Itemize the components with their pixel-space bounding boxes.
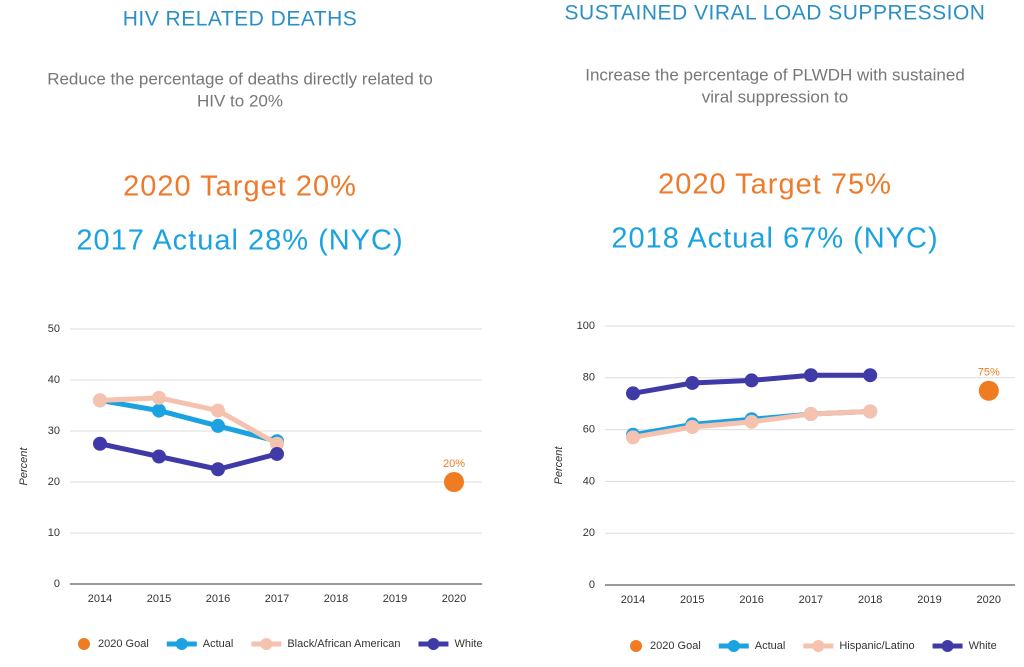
data-point (211, 462, 225, 477)
data-point (744, 373, 759, 388)
data-point (626, 430, 640, 445)
x-tick-label: 2020 (977, 594, 1001, 606)
y-tick-label: 40 (583, 475, 595, 487)
data-point (863, 404, 878, 419)
y-tick-label: 0 (589, 579, 595, 591)
x-tick-label: 2016 (739, 594, 763, 606)
y-axis-label: Percent (553, 446, 565, 485)
x-tick-label: 2020 (442, 593, 466, 605)
x-tick-label: 2018 (858, 594, 882, 606)
legend-label: Hispanic/Latino (839, 640, 914, 652)
data-point (978, 380, 999, 401)
data-point (803, 368, 818, 383)
legend-label: Black/African American (287, 638, 400, 650)
data-point (152, 449, 166, 464)
data-point (803, 407, 818, 422)
data-point (744, 414, 759, 429)
y-tick-label: 20 (48, 476, 60, 488)
x-tick-label: 2014 (621, 594, 645, 606)
subtitle: HIV to 20% (197, 91, 283, 110)
legend-label: 2020 Goal (650, 640, 701, 652)
subtitle: Reduce the percentage of deaths directly… (47, 69, 433, 88)
legend-label: Actual (203, 638, 234, 650)
x-tick-label: 2018 (324, 593, 348, 605)
chart-title: SUSTAINED VIRAL LOAD SUPPRESSION (565, 2, 986, 25)
data-point (211, 403, 225, 418)
target: 2020 Target 20% (123, 171, 357, 203)
legend-marker (630, 640, 642, 652)
y-tick-label: 0 (54, 578, 60, 590)
x-tick-label: 2014 (88, 593, 112, 605)
y-tick-label: 100 (577, 320, 595, 332)
legend-marker (941, 640, 954, 652)
series-line (99, 441, 278, 472)
y-tick-label: 60 (583, 424, 595, 436)
data-label: 75% (978, 367, 1000, 379)
y-tick-label: 30 (48, 425, 60, 437)
subtitle: Increase the percentage of PLWDH with su… (585, 65, 965, 84)
y-tick-label: 10 (48, 527, 60, 539)
data-point (685, 375, 700, 390)
series-line (99, 397, 278, 444)
x-tick-label: 2017 (265, 593, 289, 605)
legend-marker (78, 638, 90, 650)
subtitle: viral suppression to (702, 87, 848, 106)
data-point (863, 368, 878, 383)
data-point (270, 446, 284, 461)
legend-label: White (454, 638, 482, 650)
legend-marker (175, 638, 188, 650)
legend-label: Actual (755, 640, 786, 652)
data-point (626, 386, 640, 401)
data-point (211, 418, 225, 433)
target: 2020 Target 75% (658, 169, 892, 201)
actual: 2017 Actual 28% (NYC) (76, 225, 403, 257)
y-axis-label: Percent (18, 447, 30, 486)
y-tick-label: 50 (48, 323, 60, 335)
data-label: 20% (443, 458, 465, 470)
y-tick-label: 80 (583, 372, 595, 384)
data-point (93, 436, 107, 451)
x-tick-label: 2016 (206, 593, 230, 605)
data-point (152, 403, 166, 418)
x-tick-label: 2019 (383, 593, 407, 605)
x-tick-label: 2017 (799, 594, 823, 606)
data-point (444, 472, 464, 492)
series-line (99, 395, 279, 446)
legend-label: 2020 Goal (98, 638, 149, 650)
x-tick-label: 2015 (147, 593, 171, 605)
legend-label: White (969, 640, 997, 652)
legend-marker (812, 640, 825, 652)
legend-marker (260, 638, 273, 650)
x-tick-label: 2019 (917, 594, 941, 606)
chart-title: HIV RELATED DEATHS (123, 8, 358, 31)
y-tick-label: 40 (48, 374, 60, 386)
x-tick-label: 2015 (680, 594, 704, 606)
data-point (93, 393, 107, 408)
data-point (685, 420, 700, 435)
legend-marker (727, 640, 740, 652)
data-point (270, 436, 284, 451)
data-point (152, 390, 166, 405)
y-tick-label: 20 (583, 527, 595, 539)
actual: 2018 Actual 67% (NYC) (611, 223, 938, 255)
legend-marker (427, 638, 440, 650)
